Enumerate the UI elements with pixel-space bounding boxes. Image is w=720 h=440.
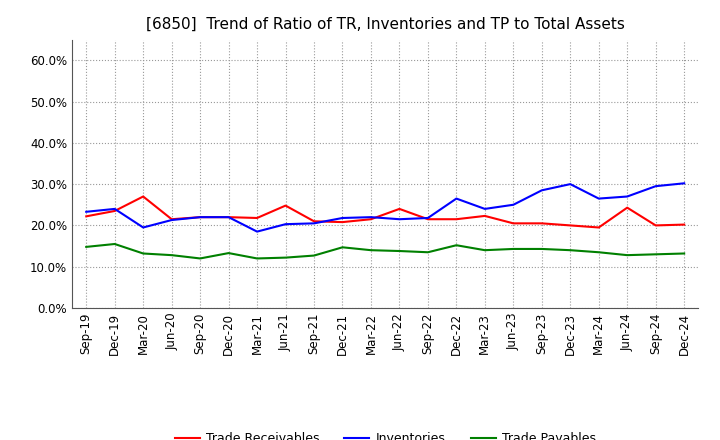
Trade Payables xyxy=(366,248,375,253)
Trade Receivables xyxy=(595,225,603,230)
Trade Payables xyxy=(452,242,461,248)
Trade Receivables xyxy=(623,205,631,210)
Trade Payables xyxy=(395,248,404,253)
Inventories xyxy=(623,194,631,199)
Trade Payables xyxy=(566,248,575,253)
Trade Payables xyxy=(167,253,176,258)
Trade Payables xyxy=(139,251,148,256)
Trade Payables xyxy=(652,252,660,257)
Trade Payables xyxy=(225,250,233,256)
Trade Receivables xyxy=(167,216,176,222)
Trade Receivables xyxy=(196,215,204,220)
Trade Payables xyxy=(253,256,261,261)
Trade Receivables xyxy=(452,216,461,222)
Inventories xyxy=(395,216,404,222)
Line: Inventories: Inventories xyxy=(86,183,684,231)
Trade Receivables xyxy=(509,221,518,226)
Trade Payables xyxy=(480,248,489,253)
Inventories xyxy=(680,181,688,186)
Inventories xyxy=(366,215,375,220)
Trade Receivables xyxy=(537,221,546,226)
Trade Receivables xyxy=(225,215,233,220)
Line: Trade Receivables: Trade Receivables xyxy=(86,197,684,227)
Inventories xyxy=(310,221,318,226)
Inventories xyxy=(225,215,233,220)
Inventories xyxy=(139,225,148,230)
Trade Receivables xyxy=(566,223,575,228)
Inventories xyxy=(509,202,518,207)
Inventories xyxy=(480,206,489,212)
Inventories xyxy=(338,215,347,220)
Trade Payables xyxy=(282,255,290,260)
Trade Payables xyxy=(338,245,347,250)
Trade Payables xyxy=(623,253,631,258)
Trade Payables xyxy=(82,244,91,249)
Trade Payables xyxy=(196,256,204,261)
Inventories xyxy=(282,221,290,227)
Inventories xyxy=(423,215,432,220)
Trade Receivables xyxy=(480,213,489,219)
Inventories xyxy=(253,229,261,234)
Inventories xyxy=(452,196,461,201)
Trade Receivables xyxy=(110,208,119,213)
Trade Receivables xyxy=(282,203,290,208)
Line: Trade Payables: Trade Payables xyxy=(86,244,684,258)
Inventories xyxy=(82,209,91,214)
Inventories xyxy=(595,196,603,201)
Trade Receivables xyxy=(253,215,261,220)
Trade Receivables xyxy=(395,206,404,212)
Trade Receivables xyxy=(338,220,347,225)
Trade Payables xyxy=(595,249,603,255)
Trade Receivables xyxy=(652,223,660,228)
Trade Receivables xyxy=(423,216,432,222)
Inventories xyxy=(652,183,660,189)
Trade Receivables xyxy=(139,194,148,199)
Inventories xyxy=(537,188,546,193)
Trade Receivables xyxy=(680,222,688,227)
Trade Payables xyxy=(110,242,119,247)
Inventories xyxy=(566,181,575,187)
Trade Payables xyxy=(537,246,546,252)
Trade Payables xyxy=(310,253,318,258)
Trade Payables xyxy=(509,246,518,252)
Legend: Trade Receivables, Inventories, Trade Payables: Trade Receivables, Inventories, Trade Pa… xyxy=(170,427,600,440)
Inventories xyxy=(110,206,119,212)
Trade Payables xyxy=(680,251,688,256)
Trade Payables xyxy=(423,249,432,255)
Inventories xyxy=(196,215,204,220)
Inventories xyxy=(167,217,176,223)
Trade Receivables xyxy=(366,216,375,222)
Trade Receivables xyxy=(82,214,91,219)
Trade Receivables xyxy=(310,219,318,224)
Title: [6850]  Trend of Ratio of TR, Inventories and TP to Total Assets: [6850] Trend of Ratio of TR, Inventories… xyxy=(145,16,625,32)
